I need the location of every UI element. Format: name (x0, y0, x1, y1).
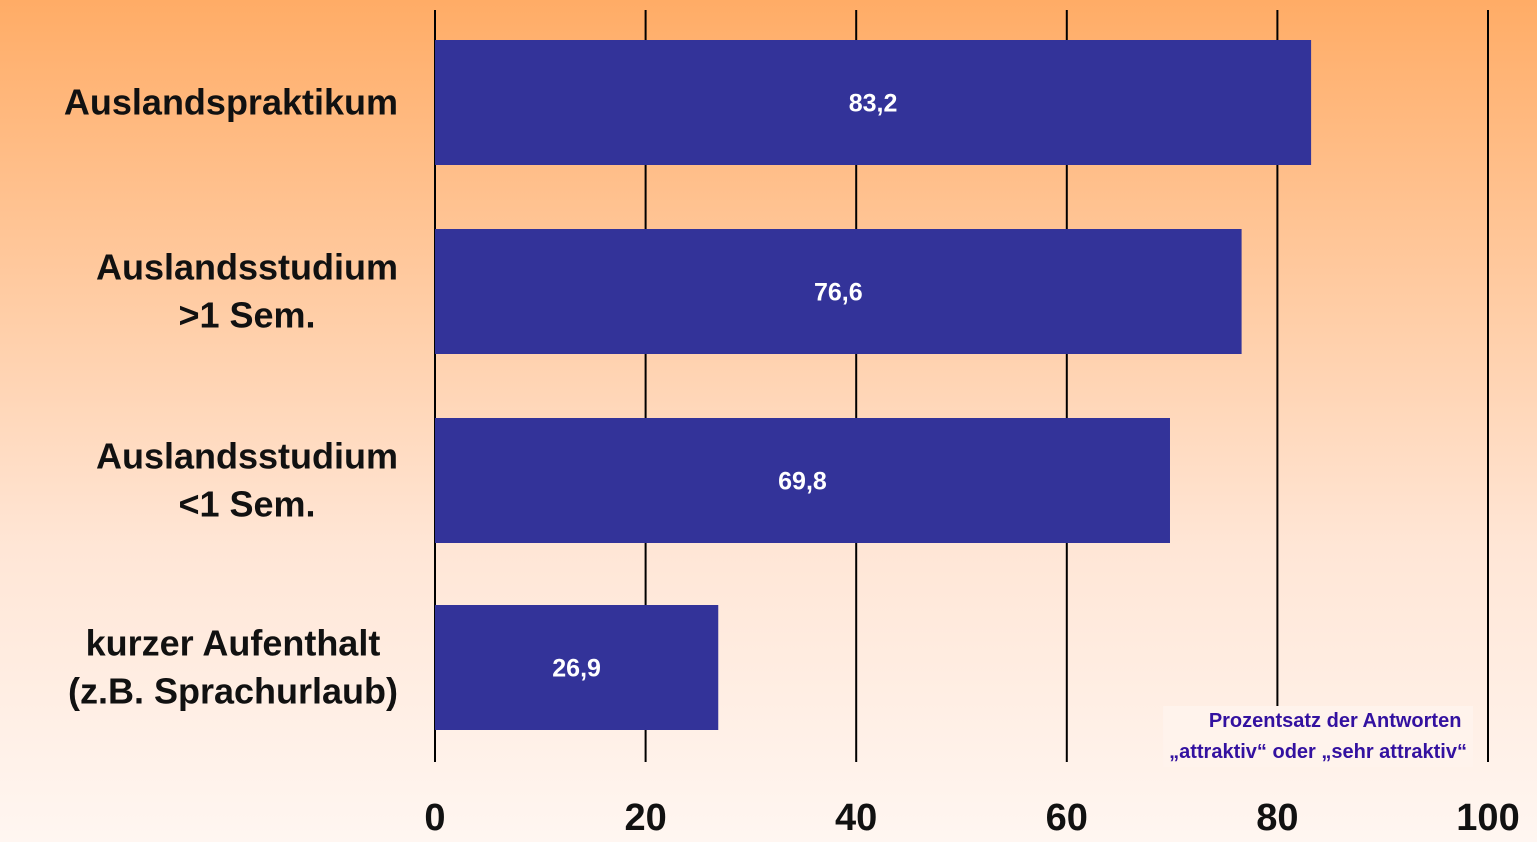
category-label-line: Auslandsstudium (96, 436, 398, 477)
response-note-line-2: „attraktiv“ oder „sehr attraktiv“ (1169, 741, 1467, 763)
response-note: Prozentsatz der Antworten „attraktiv“ od… (1169, 710, 1467, 763)
bar (435, 418, 1170, 543)
bar-value-label: 76,6 (814, 279, 863, 307)
bar (435, 40, 1312, 165)
x-axis-tick-labels: 0 20 40 60 80 100 (424, 797, 1519, 839)
bar-value-label: 26,9 (552, 655, 601, 683)
x-tick-label: 100 (1456, 797, 1519, 839)
category-label-line: <1 Sem. (178, 484, 315, 525)
x-tick-label: 80 (1256, 797, 1298, 839)
x-tick-label: 40 (835, 797, 877, 839)
category-label: Auslandsstudium >1 Sem. (96, 247, 398, 336)
category-label-line: kurzer Aufenthalt (86, 623, 381, 664)
bar-value-label: 69,8 (778, 468, 827, 496)
response-note-line-1: Prozentsatz der Antworten (1209, 710, 1462, 732)
bars (435, 40, 1312, 730)
bar (435, 605, 719, 730)
x-tick-label: 20 (624, 797, 666, 839)
bar (435, 229, 1242, 354)
value-labels: 83,2 76,6 69,8 26,9 (552, 90, 897, 683)
category-label-line: Auslandspraktikum (64, 82, 398, 123)
category-label: Auslandsstudium <1 Sem. (96, 436, 398, 525)
x-tick-label: 0 (424, 797, 445, 839)
bar-value-label: 83,2 (849, 90, 898, 118)
category-label-line: (z.B. Sprachurlaub) (68, 671, 398, 712)
category-label: kurzer Aufenthalt (z.B. Sprachurlaub) (68, 623, 398, 712)
category-label-line: >1 Sem. (178, 295, 315, 336)
annotation-backdrop (1163, 706, 1473, 767)
x-tick-label: 60 (1046, 797, 1088, 839)
category-label-line: Auslandsstudium (96, 247, 398, 288)
category-label: Auslandspraktikum (64, 82, 398, 123)
